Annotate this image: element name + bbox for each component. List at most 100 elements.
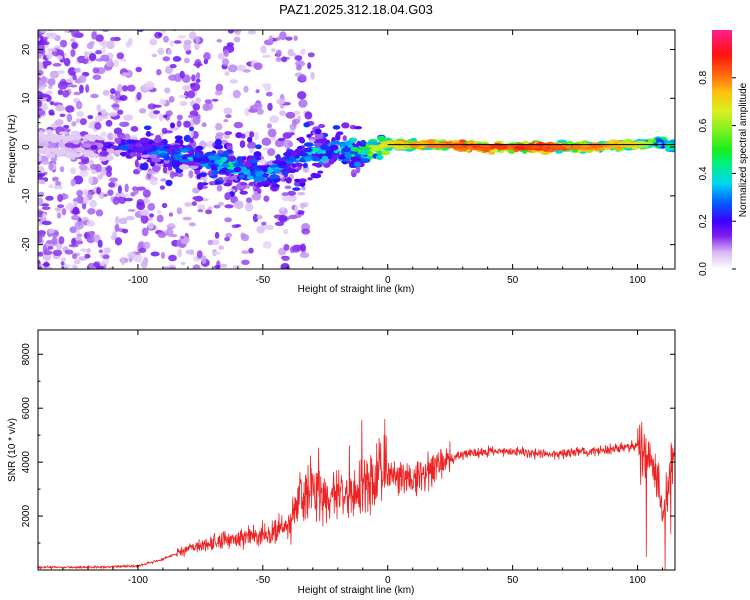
spectrogram-noise-cell [195, 36, 200, 44]
spectrogram-noise-cell [211, 98, 219, 102]
spectrogram-noise-cell [169, 40, 174, 47]
spectrogram-noise-cell [192, 116, 201, 125]
spectrogram-ridge-cell [219, 169, 229, 174]
spectrogram-core-cell [530, 145, 540, 149]
spectrogram-ridge-cell [59, 131, 68, 135]
spectrogram-noise-cell [58, 236, 65, 245]
spectrogram-noise-cell [86, 235, 96, 244]
spectrogram-noise-cell [147, 222, 155, 230]
spectrogram-noise-cell [294, 205, 299, 214]
spectrogram-ridge-cell [366, 141, 378, 146]
spectrogram-ridge-cell [117, 134, 126, 139]
spectrogram-noise-cell [88, 30, 92, 31]
spectrogram-noise-cell [244, 107, 250, 117]
spectrogram-noise-cell [52, 176, 59, 182]
spectrogram-noise-cell [105, 119, 113, 127]
spectrogram-noise-cell [190, 82, 201, 92]
snr-frame [37, 329, 676, 571]
spectrogram-noise-cell [71, 42, 78, 50]
spectrogram-ridge-cell [303, 142, 314, 147]
spectrogram-noise-cell [293, 110, 301, 116]
spectrogram-ridge-cell [73, 140, 80, 145]
spectrogram-ridge-cell [180, 149, 188, 153]
spectrogram-ridge-cell [83, 136, 94, 140]
spectrogram-scatter-cell [136, 151, 141, 158]
spectrogram-core-cell [614, 146, 623, 150]
spectrogram-noise-cell [263, 195, 270, 202]
spectrogram-noise-cell [281, 195, 291, 202]
spectrogram-core-cell [555, 145, 565, 149]
spectrogram-ridge-cell [289, 156, 296, 163]
spectrogram-noise-cell [168, 266, 177, 269]
spectrogram-ridge-cell [167, 148, 173, 155]
spectrogram-ridge-cell [269, 174, 279, 180]
spectrogram-noise-cell [241, 259, 250, 265]
snr-plot-area [38, 418, 675, 570]
snr-x-axis-label: Height of straight line (km) [298, 585, 415, 596]
spectrogram-ridge-cell [342, 146, 351, 153]
spectrogram-noise-cell [65, 105, 75, 113]
spectrogram-ridge-cell [343, 158, 351, 162]
spectrogram-noise-cell [253, 62, 263, 70]
spectrogram-ridge-cell [294, 148, 303, 153]
spectrogram-noise-cell [38, 110, 45, 115]
spectrogram-noise-cell [176, 114, 183, 121]
spectrogram-noise-cell [147, 103, 157, 110]
spectrogram-noise-cell [72, 198, 82, 202]
spectrogram-noise-cell [304, 111, 313, 120]
spectrogram-noise-cell [281, 192, 289, 197]
spectrogram-noise-cell [74, 221, 84, 230]
spectrogram-noise-cell [107, 189, 114, 196]
spectrogram-noise-cell [224, 204, 234, 209]
snr-series-line [38, 418, 675, 570]
spectrogram-noise-cell [56, 55, 63, 60]
spectrogram-noise-cell [100, 108, 107, 115]
spectrogram-ridge-cell [214, 159, 222, 165]
spectrogram-noise-cell [59, 39, 68, 48]
spectrogram-noise-cell [150, 251, 160, 257]
spectrogram-noise-cell [216, 39, 223, 43]
spectrogram-noise-cell [256, 225, 266, 234]
spectrogram-ridge-cell [173, 147, 180, 152]
spectrogram-noise-cell [87, 115, 94, 120]
snr-x-tick-label: 0 [385, 575, 391, 586]
spectrogram-noise-cell [251, 192, 262, 201]
spectrogram-scatter-cell [189, 126, 194, 132]
spectrogram-noise-cell [95, 49, 102, 55]
spectrogram-ridge-cell [50, 138, 58, 143]
spectrogram-noise-cell [307, 62, 312, 70]
spectrogram-noise-cell [214, 231, 220, 239]
spectrogram-noise-cell [109, 177, 118, 183]
spectrogram-noise-cell [97, 239, 103, 248]
spectrogram-noise-cell [119, 95, 128, 101]
spectrogram-noise-cell [283, 244, 290, 251]
spectrogram-noise-cell [178, 94, 187, 99]
spectrogram-noise-cell [63, 30, 70, 34]
spectrogram-noise-cell [157, 32, 163, 37]
spectrogram-noise-cell [60, 257, 67, 262]
spectrogram-noise-cell [114, 216, 120, 225]
spectrogram-noise-cell [197, 204, 206, 210]
spectrogram-noise-cell [59, 113, 66, 118]
spectrogram-ridge-cell [239, 160, 245, 164]
spectrogram-scatter-cell [197, 182, 204, 190]
spectrogram-noise-cell [216, 184, 223, 192]
spectrogram-noise-cell [157, 231, 167, 238]
spectrogram-noise-cell [63, 57, 71, 67]
spectrogram-ridge-cell [338, 154, 346, 160]
spectrogram-ridge-cell [38, 142, 47, 147]
spectrogram-noise-cell [162, 114, 168, 119]
spectrogram-noise-cell [188, 129, 194, 138]
spectrogram-scatter-cell [208, 181, 216, 186]
spectrogram-noise-cell [183, 39, 192, 45]
spectrogram-ridge-cell [309, 139, 315, 143]
spectrogram-ridge-cell [151, 157, 161, 163]
spectrogram-noise-cell [139, 108, 147, 114]
spectrogram-noise-cell [162, 165, 168, 174]
spectrogram-ridge-cell [353, 161, 362, 167]
spectrogram-noise-cell [70, 167, 76, 175]
spectrogram-ridge-cell [282, 170, 289, 175]
spectrogram-noise-cell [232, 264, 241, 269]
spectrogram-noise-cell [188, 170, 194, 179]
spectrogram-noise-cell [163, 35, 169, 43]
